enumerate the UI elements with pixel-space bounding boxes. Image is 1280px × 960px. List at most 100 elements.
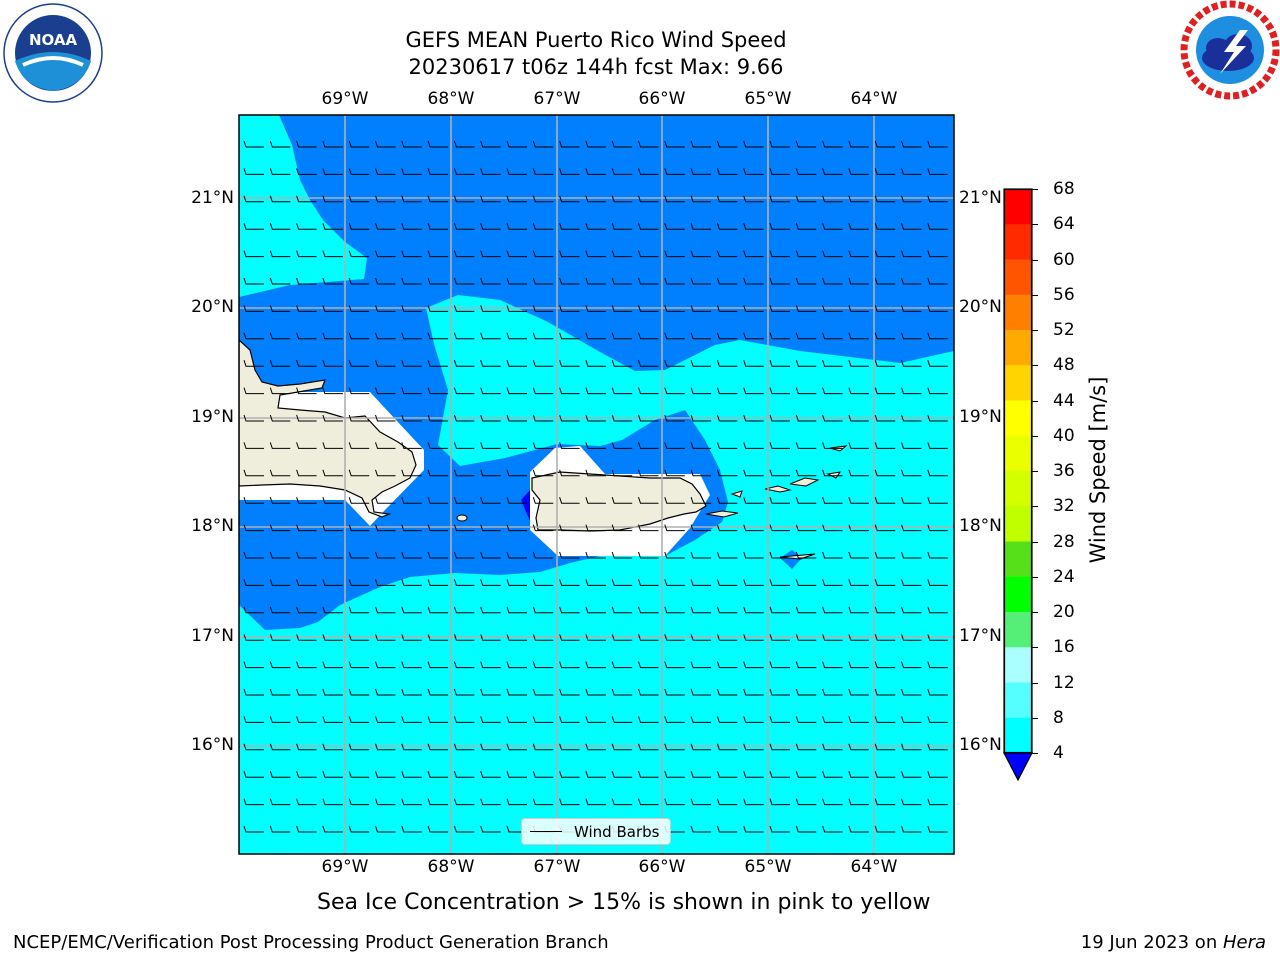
- lon-label-bottom: 64°W: [850, 857, 898, 877]
- wind-barb: [664, 606, 685, 614]
- wind-barb: [296, 442, 317, 449]
- wind-barb: [927, 332, 948, 340]
- wind-barb: [716, 825, 738, 833]
- wind-barb: [506, 798, 527, 806]
- lon-label-bottom: 68°W: [427, 857, 475, 877]
- wind-barb: [611, 524, 633, 532]
- wind-barb: [795, 140, 817, 148]
- wind-barb: [690, 332, 712, 340]
- wind-barb: [269, 414, 291, 422]
- wind-barb: [375, 277, 396, 285]
- wind-barb: [506, 688, 527, 696]
- map-frame: [238, 114, 955, 855]
- wind-barb: [795, 442, 817, 449]
- wind-barb: [243, 332, 264, 340]
- wind-barb: [822, 195, 843, 203]
- wind-barb: [375, 634, 396, 641]
- wind-barb: [874, 305, 896, 312]
- wind-barb: [664, 524, 685, 532]
- wind-barb: [716, 743, 738, 751]
- wind-barb: [506, 360, 527, 367]
- wind-barb: [848, 140, 869, 148]
- wind-barb: [427, 771, 449, 778]
- wind-barb: [822, 442, 843, 449]
- colorbar-label: Wind Speed [m/s]: [1086, 376, 1110, 564]
- wind-barb: [769, 551, 790, 559]
- wind-barb: [375, 414, 396, 422]
- wind-barb: [690, 688, 712, 696]
- wind-barb: [559, 305, 580, 312]
- wind-barb: [427, 743, 449, 751]
- wind-barb: [480, 825, 501, 833]
- colorbar-band: [1004, 576, 1032, 613]
- wind-barb: [795, 277, 817, 285]
- wind-barb: [716, 414, 738, 422]
- wind-barb: [901, 414, 922, 422]
- wind-barb: [453, 551, 475, 559]
- wind-barb: [769, 798, 790, 806]
- wind-barb: [322, 469, 343, 477]
- wind-barb: [269, 798, 291, 806]
- wind-barb: [296, 661, 317, 669]
- wind-barb: [348, 223, 370, 230]
- wind-barb: [927, 469, 948, 477]
- wind-barb: [795, 551, 817, 559]
- wind-barb: [690, 387, 712, 395]
- wind-barb: [874, 688, 896, 696]
- wind-barb: [690, 716, 712, 723]
- wind-barb: [638, 551, 659, 559]
- colorbar-band: [1004, 647, 1032, 683]
- wind-barb: [243, 195, 264, 203]
- wind-barb: [638, 634, 659, 641]
- wind-barb: [375, 469, 396, 477]
- wind-barb: [427, 688, 449, 696]
- wind-barb: [664, 743, 685, 751]
- wind-barb: [243, 634, 264, 641]
- wind-barb: [532, 551, 554, 559]
- wind-barb: [874, 497, 896, 504]
- wind-barb: [716, 277, 738, 285]
- wind-barb: [690, 634, 712, 641]
- wind-barb: [874, 140, 896, 148]
- virgin-island-stthomas: [764, 485, 792, 493]
- wind-barb: [532, 688, 554, 696]
- wind-barb: [480, 140, 501, 148]
- wind-barb: [716, 771, 738, 778]
- wind-barb: [743, 825, 764, 833]
- wind-barb: [296, 524, 317, 532]
- wind-barb: [401, 332, 422, 340]
- wind-barb: [716, 716, 738, 723]
- lat-label-right: 20°N: [959, 297, 1002, 317]
- wind-barb: [901, 442, 922, 449]
- wind-barb: [480, 305, 501, 312]
- hispaniola-land: [239, 339, 417, 518]
- wind-barb: [848, 771, 869, 778]
- wind-barb: [901, 387, 922, 395]
- wind-barb: [901, 771, 922, 778]
- wind-barb: [743, 277, 764, 285]
- wind-barb: [401, 716, 422, 723]
- wind-barb: [453, 688, 475, 696]
- wind-barb: [927, 771, 948, 778]
- wind-barb: [559, 469, 580, 477]
- wind-barb: [901, 743, 922, 751]
- wind-barb: [874, 524, 896, 532]
- wind-barb: [532, 305, 554, 312]
- wind-barb: [795, 360, 817, 367]
- wind-barb: [769, 305, 790, 312]
- wind-barb: [769, 168, 790, 175]
- lon-label-top: 69°W: [321, 89, 369, 109]
- wind-barb: [322, 579, 343, 586]
- wind-barb: [532, 606, 554, 614]
- wind-barb: [716, 140, 738, 148]
- wind-barb: [269, 661, 291, 669]
- wind-barb: [901, 606, 922, 614]
- wind-barb: [243, 551, 264, 559]
- wind-barb: [769, 661, 790, 669]
- wind-barb: [559, 414, 580, 422]
- wind-barb: [716, 332, 738, 340]
- wind-barb: [743, 551, 764, 559]
- wind-barb: [269, 277, 291, 285]
- wind-barb: [585, 661, 606, 669]
- wind-barb: [427, 579, 449, 586]
